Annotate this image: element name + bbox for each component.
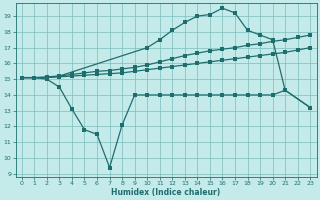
- X-axis label: Humidex (Indice chaleur): Humidex (Indice chaleur): [111, 188, 221, 197]
